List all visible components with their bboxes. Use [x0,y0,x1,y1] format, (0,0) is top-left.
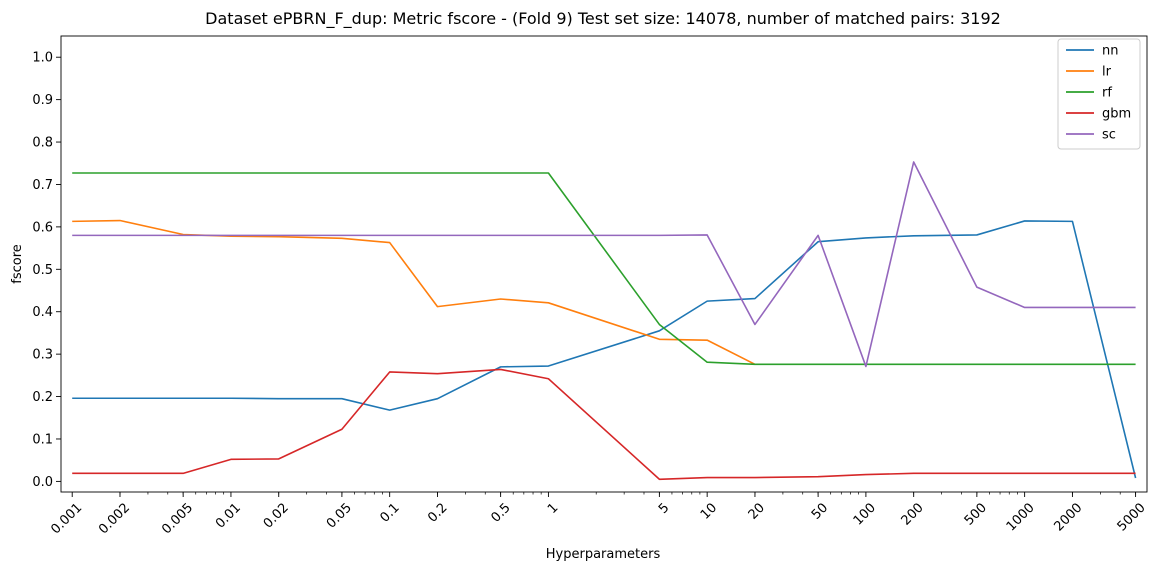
x-axis-label: Hyperparameters [546,547,661,562]
x-tick-label: 200 [899,500,927,528]
x-tick-label: 50 [809,500,831,522]
y-tick-label: 0.8 [32,136,53,151]
x-tick-label: 0.02 [261,500,292,531]
y-tick-label: 0.7 [32,178,53,193]
x-tick-label: 20 [746,500,768,522]
series-line-sc [72,161,1136,368]
x-tick-label: 1 [545,500,561,516]
legend-label-rf: rf [1102,86,1112,101]
x-tick-label: 0.002 [96,500,133,537]
y-tick-label: 0.9 [32,93,53,108]
y-tick-label: 0.3 [32,348,53,363]
x-tick-label: 10 [698,500,720,522]
y-axis-label: fscore [10,244,25,284]
y-tick-label: 0.5 [32,263,53,278]
x-tick-label: 0.001 [48,500,85,537]
x-tick-label: 1000 [1004,500,1038,534]
chart-title: Dataset ePBRN_F_dup: Metric fscore - (Fo… [205,9,1001,29]
legend-box [1057,38,1141,150]
series-line-nn [72,220,1137,479]
plot-area: 0.001 0.002 0.005 0.01 0.02 0.05 0.1 0.2 0.5 1 5 10… [32,35,1149,537]
x-tick-label: 0.1 [377,500,402,525]
series-line-gbm [72,368,1136,481]
x-tick-label: 0.5 [488,500,513,525]
series-line-lr [72,219,756,366]
plot-frame [60,35,1148,493]
x-tick-label: 500 [962,500,990,528]
y-tick-label: 0.2 [32,390,53,405]
x-tick-label: 2000 [1051,500,1085,534]
y-tick-label: 0.4 [32,305,53,320]
x-tick-label: 0.01 [213,500,244,531]
legend-label-gbm: gbm [1102,107,1131,122]
y-tick-label: 1.0 [32,51,53,66]
x-tick-label: 0.05 [324,500,355,531]
x-tick-label: 100 [851,500,879,528]
legend-label-nn: nn [1102,44,1118,59]
series-line-rf [72,172,1136,366]
y-tick-label: 0.6 [32,220,53,235]
x-tick-label: 0.005 [159,500,196,537]
legend-label-sc: sc [1102,128,1116,143]
x-tick-label: 5 [656,500,672,516]
x-tick-label: 0.2 [425,500,450,525]
x-tick-label: 5000 [1115,500,1149,534]
legend-label-lr: lr [1102,65,1112,80]
y-tick-label: 0.1 [32,432,53,447]
y-tick-label: 0.0 [32,475,53,490]
legend: nn lr rf gbm sc [1057,38,1141,150]
